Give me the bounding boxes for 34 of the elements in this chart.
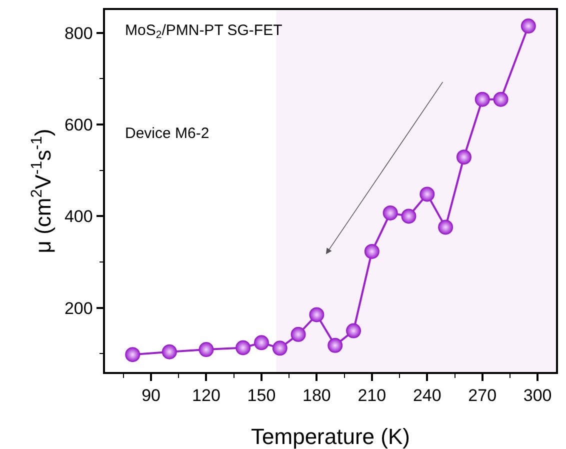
point [254,335,269,350]
point [346,323,362,338]
point [438,220,454,235]
y-tick-label: 600 [64,116,93,135]
x-tick-label: 270 [468,386,497,406]
point [309,307,324,322]
point [493,92,508,107]
x-tick-label: 120 [192,386,220,406]
x-tick-label: 90 [142,386,160,406]
point [162,344,177,360]
point [198,342,214,358]
annotation: MoS$_{2}$/PMN-PT SG-FET [125,22,282,42]
point [236,340,251,356]
point [401,208,416,224]
point [474,92,490,107]
point [520,18,536,34]
x-axis-title: Temperature (K) [251,424,410,449]
x-tick-label: 240 [412,386,442,406]
annotation: Device M6-2 [125,125,210,142]
point [125,347,140,362]
point [456,150,472,165]
point [364,244,380,259]
point [420,186,435,202]
point [382,205,398,220]
y-tick-label: 800 [64,24,93,43]
x-tick-label: 210 [358,386,386,406]
x-tick-label: 150 [247,386,276,406]
point [328,338,343,353]
point [272,340,288,356]
x-tick-label: 180 [302,386,331,406]
y-tick-label: 400 [64,207,93,226]
y-tick-label: 200 [64,298,93,318]
x-tick-label: 300 [523,386,552,406]
point [290,326,306,342]
